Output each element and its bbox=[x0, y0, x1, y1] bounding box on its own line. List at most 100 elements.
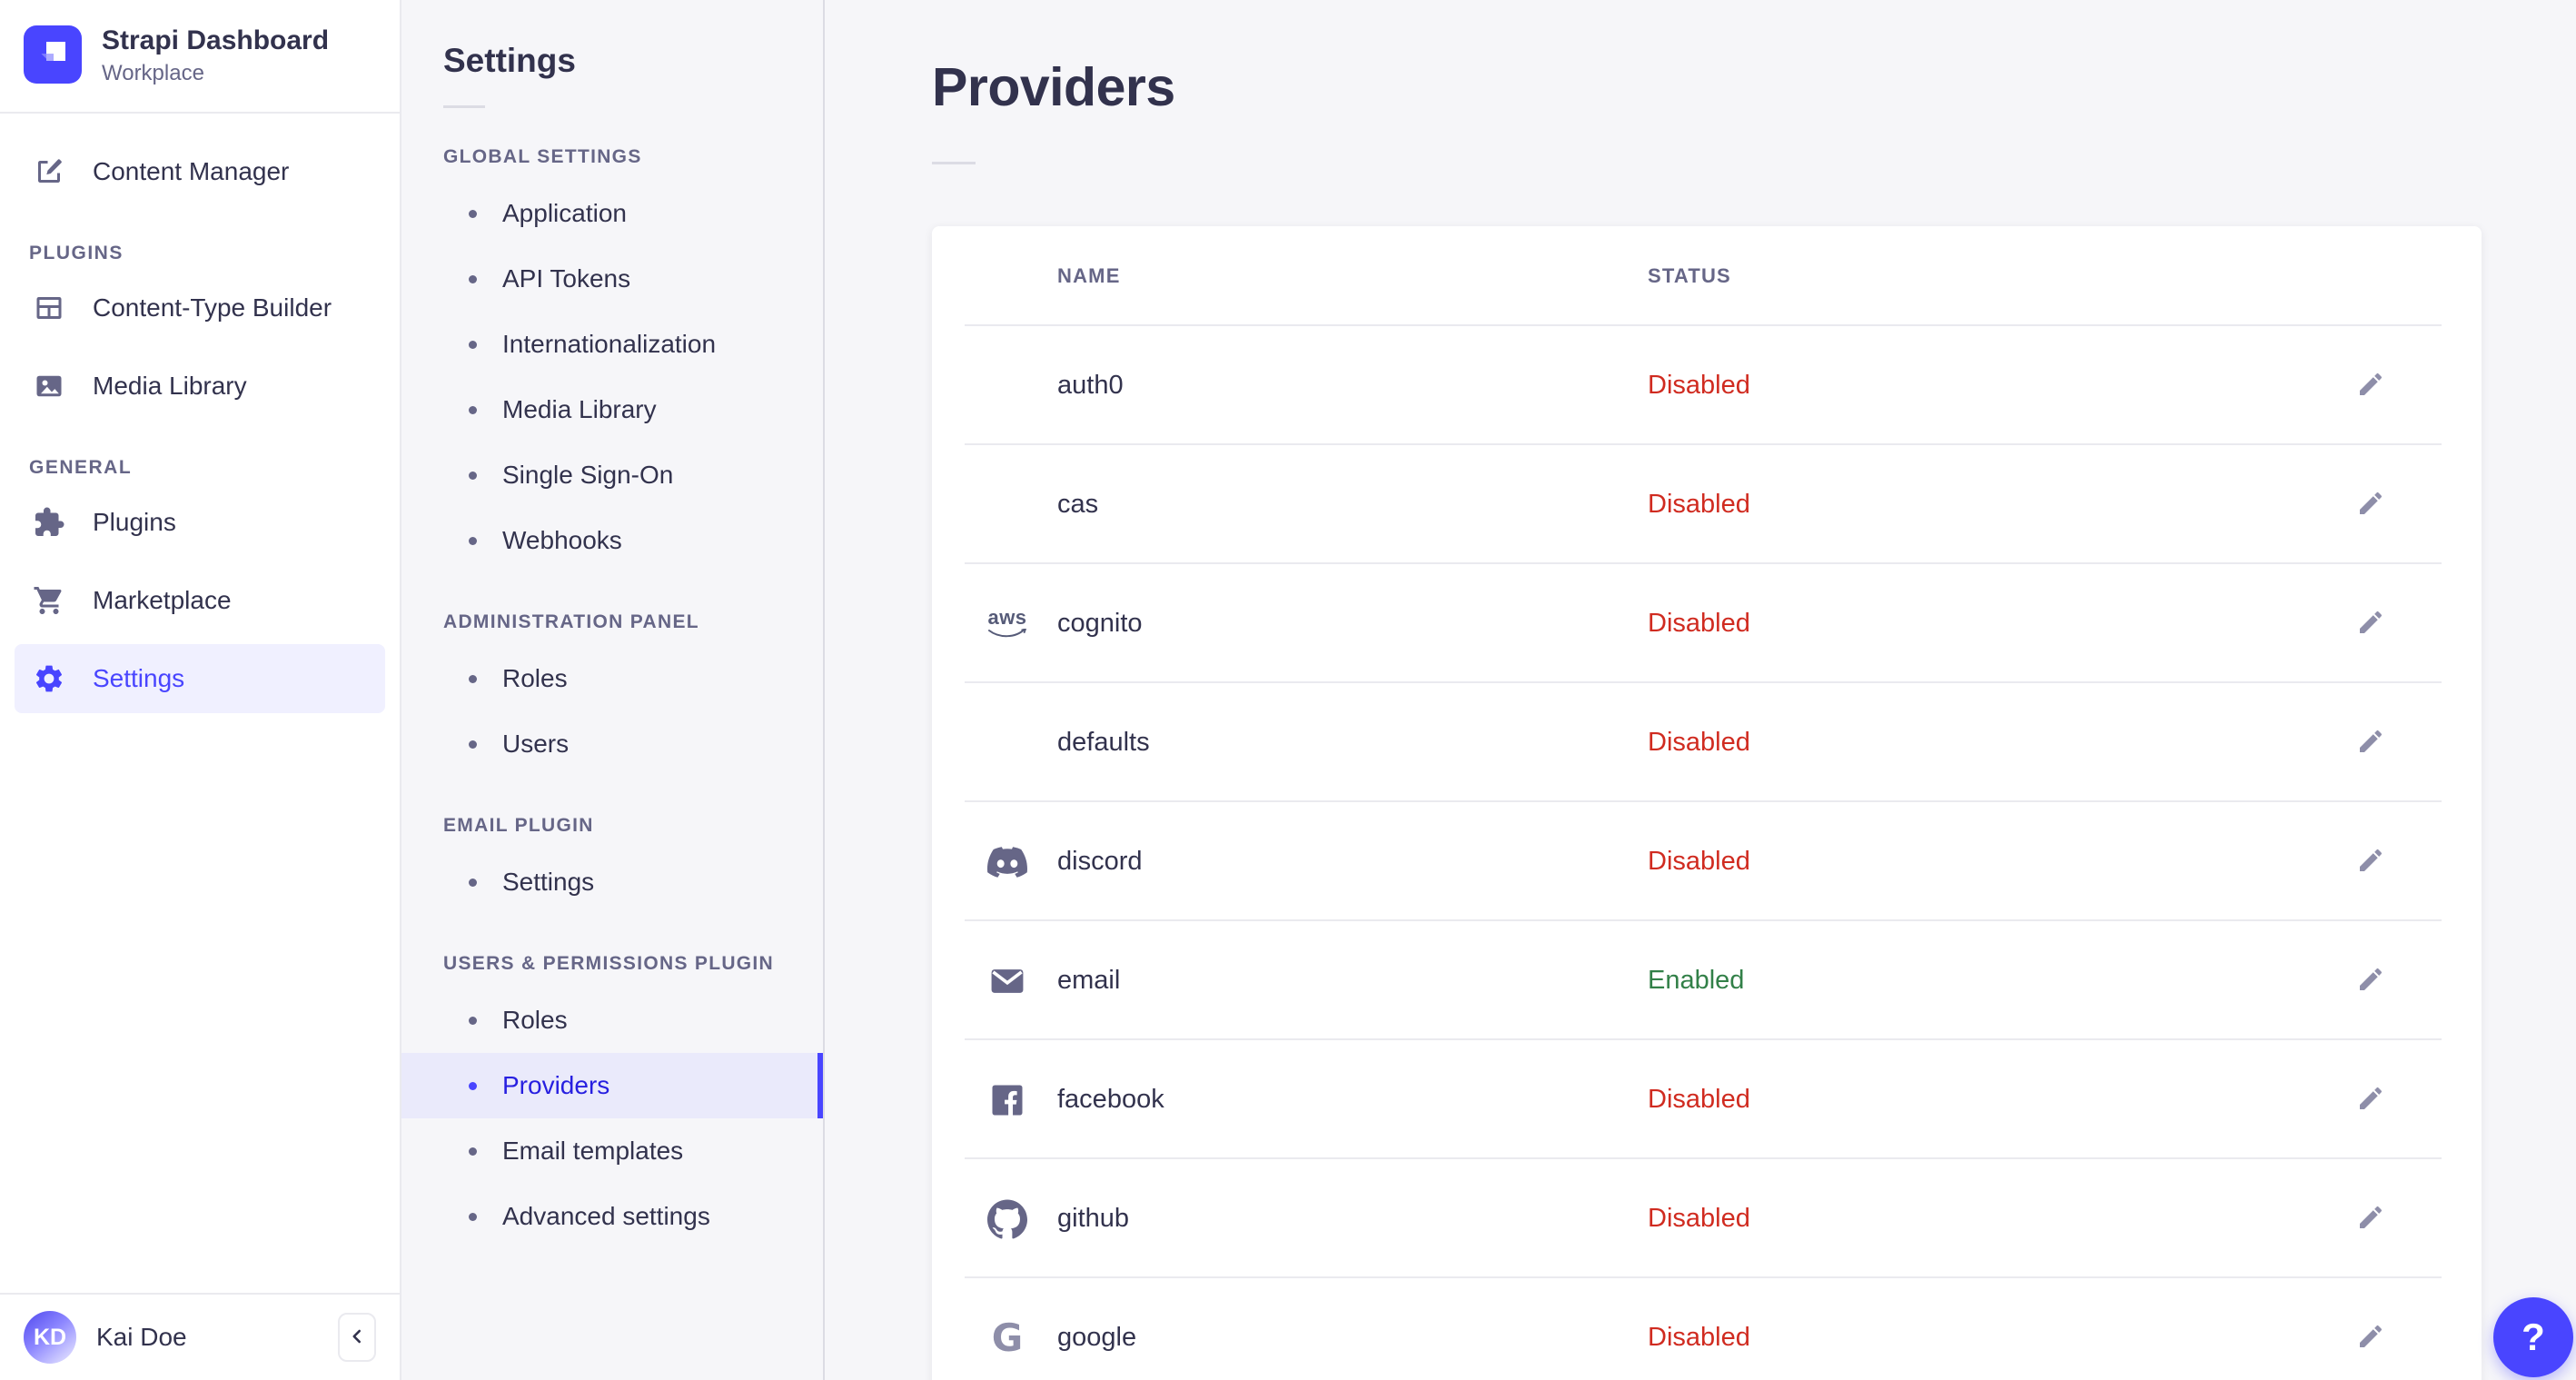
table-row-discord[interactable]: discord Disabled bbox=[932, 802, 2482, 921]
subnav-item-single-sign-on[interactable]: Single Sign-On bbox=[401, 442, 823, 508]
subnav-item-label: Single Sign-On bbox=[502, 461, 674, 489]
provider-name: facebook bbox=[1057, 1085, 1164, 1114]
table-row-email[interactable]: email Enabled bbox=[932, 921, 2482, 1040]
pencil-icon bbox=[2356, 1322, 2385, 1354]
table-row-github[interactable]: github Disabled bbox=[932, 1159, 2482, 1278]
subnav-item-label: API Tokens bbox=[502, 264, 631, 293]
chevron-left-icon bbox=[345, 1325, 369, 1351]
content-manager-icon bbox=[31, 154, 67, 190]
avatar[interactable]: KD bbox=[24, 1311, 76, 1364]
table-row-facebook[interactable]: facebook Disabled bbox=[932, 1040, 2482, 1159]
sidebar-item-content-type-builder[interactable]: Content-Type Builder bbox=[15, 273, 385, 343]
subnav-item-api-tokens[interactable]: API Tokens bbox=[401, 246, 823, 312]
provider-name: github bbox=[1057, 1204, 1130, 1233]
sidebar-item-content-manager[interactable]: Content Manager bbox=[15, 137, 385, 206]
bullet-dot-icon bbox=[469, 209, 477, 218]
brand-workspace: Workplace bbox=[102, 60, 204, 85]
sidebar-item-plugins[interactable]: Plugins bbox=[15, 488, 385, 557]
edit-provider-button[interactable] bbox=[2342, 595, 2400, 653]
provider-status: Disabled bbox=[1648, 1204, 1750, 1233]
subnav-item-users[interactable]: Users bbox=[401, 711, 823, 777]
subnav-item-label: Internationalization bbox=[502, 330, 717, 358]
subnav-item-label: Roles bbox=[502, 1006, 568, 1034]
sidebar-item-media-library[interactable]: Media Library bbox=[15, 352, 385, 421]
edit-provider-button[interactable] bbox=[2342, 1309, 2400, 1367]
subnav-item-providers[interactable]: Providers bbox=[401, 1053, 823, 1118]
subnav-item-label: Application bbox=[502, 199, 627, 227]
provider-name: cas bbox=[1057, 490, 1099, 519]
table-body: auth0 Disabled cas Disabled aws cognito Disabl… bbox=[932, 326, 2482, 1380]
settings-subnav: Settings GLOBAL SETTINGS Application API T… bbox=[401, 0, 825, 1380]
pencil-icon bbox=[2356, 1203, 2385, 1235]
edit-provider-button[interactable] bbox=[2342, 833, 2400, 891]
subnav-title-divider bbox=[443, 105, 485, 108]
bullet-dot-icon bbox=[469, 674, 477, 683]
subnav-item-email-templates[interactable]: Email templates bbox=[401, 1118, 823, 1184]
puzzle-icon bbox=[31, 504, 67, 541]
provider-name: discord bbox=[1057, 847, 1143, 876]
sidebar-footer: KD Kai Doe bbox=[0, 1293, 400, 1380]
media-library-icon bbox=[31, 368, 67, 404]
subnav-section-label-global-settings: GLOBAL SETTINGS bbox=[443, 146, 642, 167]
providers-table-card: NAME STATUS auth0 Disabled cas Disabled aws c… bbox=[932, 226, 2482, 1380]
edit-provider-button[interactable] bbox=[2342, 952, 2400, 1010]
edit-provider-button[interactable] bbox=[2342, 357, 2400, 415]
sidebar-item-label: Media Library bbox=[93, 371, 247, 400]
edit-provider-button[interactable] bbox=[2342, 714, 2400, 772]
provider-status: Disabled bbox=[1648, 1085, 1750, 1114]
table-row-cognito[interactable]: aws cognito Disabled bbox=[932, 564, 2482, 683]
gear-icon bbox=[31, 660, 67, 697]
strapi-logo-icon bbox=[24, 25, 82, 84]
provider-status: Disabled bbox=[1648, 371, 1750, 400]
provider-name: defaults bbox=[1057, 728, 1150, 757]
table-row-auth0[interactable]: auth0 Disabled bbox=[932, 326, 2482, 445]
subnav-item-label: Users bbox=[502, 730, 570, 758]
help-button[interactable]: ? bbox=[2493, 1297, 2573, 1377]
cart-icon bbox=[31, 582, 67, 619]
provider-status: Disabled bbox=[1648, 847, 1750, 876]
subnav-item-settings[interactable]: Settings bbox=[401, 849, 823, 915]
subnav-item-application[interactable]: Application bbox=[401, 181, 823, 246]
facebook-logo-icon bbox=[970, 1080, 1045, 1120]
edit-provider-button[interactable] bbox=[2342, 1071, 2400, 1129]
table-row-defaults[interactable]: defaults Disabled bbox=[932, 683, 2482, 802]
subnav-item-label: Email templates bbox=[502, 1137, 684, 1165]
aws-logo-icon: aws bbox=[970, 608, 1045, 640]
collapse-sidebar-button[interactable] bbox=[338, 1313, 376, 1362]
subnav-item-media-library[interactable]: Media Library bbox=[401, 377, 823, 442]
edit-provider-button[interactable] bbox=[2342, 1190, 2400, 1248]
question-mark-icon: ? bbox=[2522, 1315, 2545, 1358]
subnav-section-label-email-plugin: EMAIL PLUGIN bbox=[443, 815, 594, 836]
bullet-dot-icon bbox=[469, 1147, 477, 1156]
content-type-builder-icon bbox=[31, 290, 67, 326]
sidebar-item-label: Content-Type Builder bbox=[93, 293, 332, 322]
google-logo-icon: G bbox=[991, 1315, 1024, 1360]
nav-section-label-plugins: PLUGINS bbox=[29, 242, 124, 263]
column-header-status: STATUS bbox=[1648, 264, 1731, 287]
column-header-name: NAME bbox=[1057, 264, 1121, 287]
subnav-item-roles[interactable]: Roles bbox=[401, 646, 823, 711]
sidebar-item-marketplace[interactable]: Marketplace bbox=[15, 566, 385, 635]
workspace-brand[interactable]: Strapi Dashboard Workplace bbox=[0, 0, 400, 114]
subnav-item-internationalization[interactable]: Internationalization bbox=[401, 312, 823, 377]
subnav-section-label-administration-panel: ADMINISTRATION PANEL bbox=[443, 611, 699, 632]
subnav-item-label: Advanced settings bbox=[502, 1202, 710, 1230]
provider-status: Disabled bbox=[1648, 728, 1750, 757]
edit-provider-button[interactable] bbox=[2342, 476, 2400, 534]
sidebar-item-settings[interactable]: Settings bbox=[15, 643, 385, 713]
brand-name: Strapi Dashboard bbox=[102, 25, 330, 55]
subnav-item-advanced-settings[interactable]: Advanced settings bbox=[401, 1184, 823, 1249]
provider-name: auth0 bbox=[1057, 371, 1124, 400]
provider-name: email bbox=[1057, 966, 1121, 995]
subnav-title: Settings bbox=[443, 42, 576, 79]
subnav-item-webhooks[interactable]: Webhooks bbox=[401, 508, 823, 573]
subnav-section-label-users-permissions-plugin: USERS & PERMISSIONS PLUGIN bbox=[443, 953, 775, 974]
bullet-dot-icon bbox=[469, 740, 477, 749]
bullet-dot-icon bbox=[469, 878, 477, 887]
subnav-item-label: Settings bbox=[502, 868, 595, 896]
table-row-cas[interactable]: cas Disabled bbox=[932, 445, 2482, 564]
page-title-divider bbox=[932, 162, 976, 164]
subnav-item-roles[interactable]: Roles bbox=[401, 988, 823, 1053]
